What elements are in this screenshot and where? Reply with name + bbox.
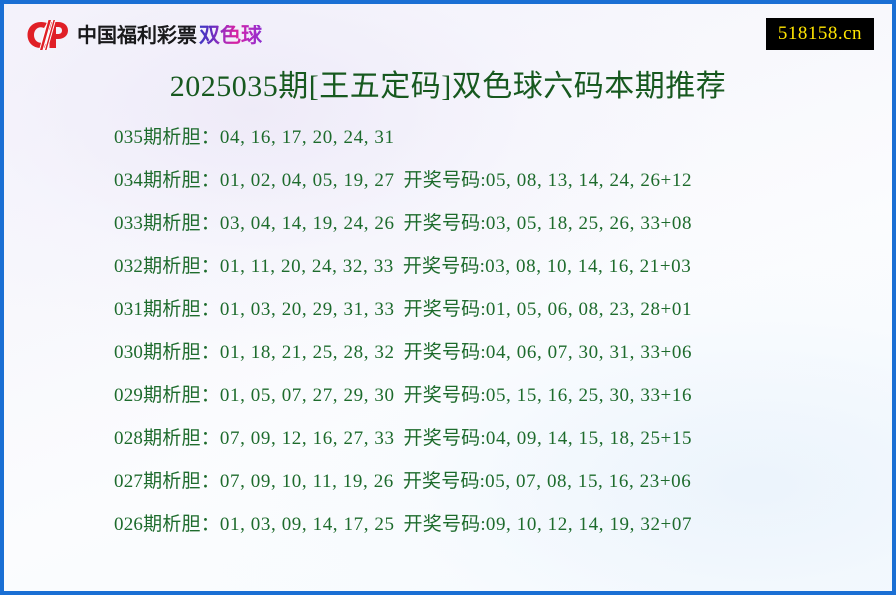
row-period-label: 032期析胆： bbox=[114, 256, 220, 277]
row-draw-numbers: 04, 06, 07, 30, 31, 33+06 bbox=[485, 342, 693, 363]
row-period-label: 030期析胆： bbox=[114, 342, 220, 363]
row-draw-numbers: 05, 08, 13, 14, 24, 26+12 bbox=[485, 170, 693, 191]
row-draw-label: 开奖号码: bbox=[398, 213, 486, 234]
row-period-label: 034期析胆： bbox=[114, 170, 220, 191]
row-draw-numbers: 03, 08, 10, 14, 16, 21+03 bbox=[485, 256, 692, 277]
list-item: 034期析胆：01, 02, 04, 05, 19, 27 开奖号码:05, 0… bbox=[4, 171, 892, 214]
list-item: 032期析胆：01, 11, 20, 24, 32, 33 开奖号码:03, 0… bbox=[4, 257, 892, 300]
row-period-label: 033期析胆： bbox=[114, 213, 220, 234]
brand-lockup: 中国福利彩票 双色球 bbox=[26, 17, 262, 53]
list-item: 031期析胆：01, 03, 20, 29, 31, 33 开奖号码:01, 0… bbox=[4, 300, 892, 343]
row-period-label: 026期析胆： bbox=[114, 514, 220, 535]
list-item: 027期析胆：07, 09, 10, 11, 19, 26 开奖号码:05, 0… bbox=[4, 472, 892, 515]
row-period-label: 029期析胆： bbox=[114, 385, 220, 406]
row-draw-numbers: 09, 10, 12, 14, 19, 32+07 bbox=[485, 514, 693, 535]
row-draw-numbers: 01, 05, 06, 08, 23, 28+01 bbox=[485, 299, 693, 320]
row-picks: 01, 11, 20, 24, 32, 33 bbox=[219, 256, 394, 277]
site-url-badge: 518158.cn bbox=[765, 18, 874, 50]
page-title: 2025035期[王五定码]双色球六码本期推荐 bbox=[169, 70, 727, 103]
forecast-list: 035期析胆：04, 16, 17, 20, 24, 31 034期析胆：01,… bbox=[4, 102, 892, 558]
row-period-label: 027期析胆： bbox=[114, 471, 220, 492]
row-picks: 03, 04, 14, 19, 24, 26 bbox=[219, 213, 395, 234]
row-draw-label: 开奖号码: bbox=[398, 342, 486, 363]
list-item: 026期析胆：01, 03, 09, 14, 17, 25 开奖号码:09, 1… bbox=[4, 515, 892, 558]
row-picks: 01, 18, 21, 25, 28, 32 bbox=[219, 342, 395, 363]
brand-name-cn: 中国福利彩票 bbox=[77, 23, 197, 47]
row-draw-label: 开奖号码: bbox=[398, 385, 486, 406]
row-draw-numbers: 05, 15, 16, 25, 30, 33+16 bbox=[485, 385, 693, 406]
row-draw-numbers: 05, 07, 08, 15, 16, 23+06 bbox=[485, 471, 692, 492]
list-item: 028期析胆：07, 09, 12, 16, 27, 33 开奖号码:04, 0… bbox=[4, 429, 892, 472]
list-item: 029期析胆：01, 05, 07, 27, 29, 30 开奖号码:05, 1… bbox=[4, 386, 892, 429]
row-draw-label: 开奖号码: bbox=[397, 256, 486, 277]
row-draw-label: 开奖号码: bbox=[398, 170, 486, 191]
row-draw-label: 开奖号码: bbox=[397, 471, 486, 492]
page-header: 中国福利彩票 双色球 518158.cn bbox=[4, 4, 892, 62]
row-picks: 01, 05, 07, 27, 29, 30 bbox=[219, 385, 395, 406]
row-period-label: 028期析胆： bbox=[114, 428, 220, 449]
cwl-emblem-icon bbox=[27, 20, 68, 50]
row-draw-label: 开奖号码: bbox=[398, 299, 486, 320]
row-draw-label: 开奖号码: bbox=[398, 514, 486, 535]
list-item: 030期析胆：01, 18, 21, 25, 28, 32 开奖号码:04, 0… bbox=[4, 343, 892, 386]
row-draw-numbers: 03, 05, 18, 25, 26, 33+08 bbox=[485, 213, 693, 234]
row-period-label: 035期析胆： bbox=[114, 127, 220, 148]
row-picks: 04, 16, 17, 20, 24, 31 bbox=[219, 127, 395, 148]
row-picks: 01, 03, 20, 29, 31, 33 bbox=[219, 299, 395, 320]
list-item: 033期析胆：03, 04, 14, 19, 24, 26 开奖号码:03, 0… bbox=[4, 214, 892, 257]
row-draw-numbers: 04, 09, 14, 15, 18, 25+15 bbox=[485, 428, 693, 449]
row-picks: 07, 09, 12, 16, 27, 33 bbox=[219, 428, 395, 449]
brand-game-name: 双色球 bbox=[199, 22, 262, 47]
row-picks: 01, 02, 04, 05, 19, 27 bbox=[219, 170, 395, 191]
row-period-label: 031期析胆： bbox=[114, 299, 220, 320]
list-item: 035期析胆：04, 16, 17, 20, 24, 31 bbox=[4, 128, 892, 171]
row-picks: 01, 03, 09, 14, 17, 25 bbox=[219, 514, 395, 535]
row-draw-label: 开奖号码: bbox=[398, 428, 486, 449]
row-picks: 07, 09, 10, 11, 19, 26 bbox=[219, 471, 394, 492]
